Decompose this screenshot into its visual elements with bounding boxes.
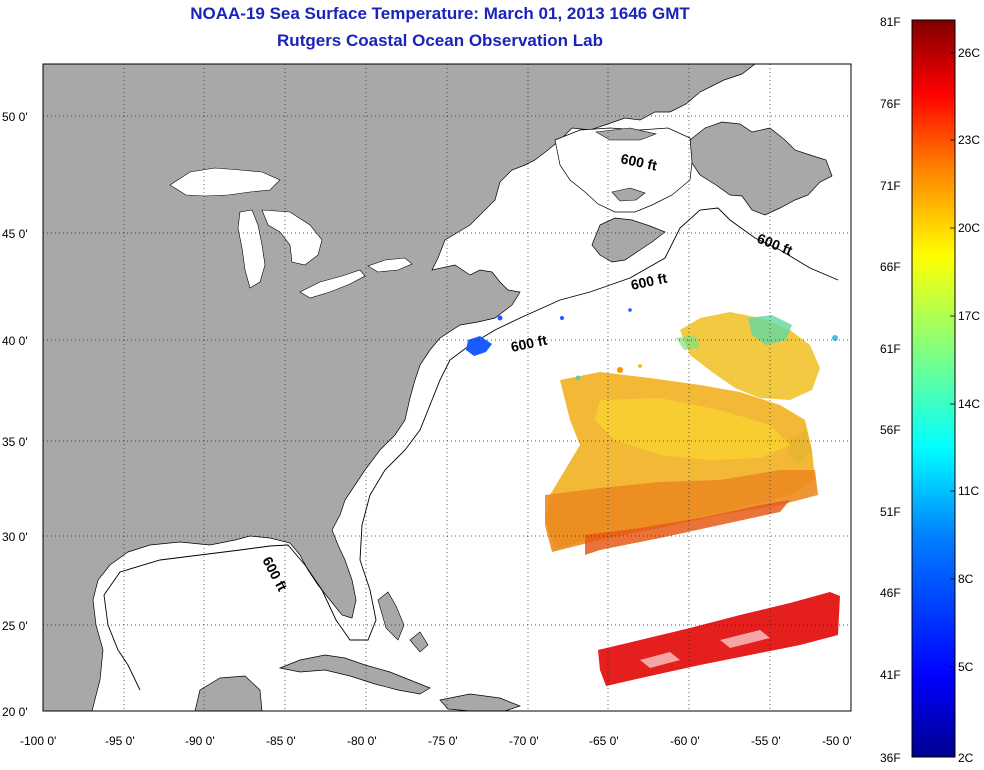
map-subtitle: Rutgers Coastal Ocean Observation Lab (277, 31, 603, 50)
land-hispaniola (439, 693, 522, 711)
lake-erie (299, 269, 366, 299)
lat-tick-label: 25 0' (2, 619, 28, 633)
colorbar: 81F 76F 71F 66F 61F 56F 51F 46F 41F 36F … (880, 15, 980, 765)
land-anticosti (595, 127, 658, 141)
contour-600ft (103, 207, 839, 691)
graticule (43, 64, 851, 711)
colorbar-f-label: 66F (880, 260, 901, 274)
map-title: NOAA-19 Sea Surface Temperature: March 0… (190, 4, 690, 23)
colorbar-f-label: 71F (880, 179, 901, 193)
colorbar-c-label: 23C (958, 133, 980, 147)
colorbar-f-label: 51F (880, 505, 901, 519)
colorbar-c-label: 20C (958, 221, 980, 235)
colorbar-c-label: 17C (958, 309, 980, 323)
colorbar-f-label: 81F (880, 15, 901, 29)
land-nova-scotia (591, 217, 666, 263)
land-newfoundland (689, 121, 833, 216)
lat-tick-label: 45 0' (2, 227, 28, 241)
lake-ontario (367, 257, 413, 273)
land-yucatan (194, 675, 263, 711)
lon-tick-label: -50 0' (822, 734, 852, 748)
lat-axis: 20 0' 25 0' 30 0' 35 0' 40 0' 45 0' 50 0… (2, 110, 28, 719)
lake-michigan (237, 209, 266, 289)
lon-tick-label: -85 0' (266, 734, 296, 748)
lake-superior (169, 167, 281, 197)
colorbar-c-label: 2C (958, 751, 974, 765)
contour-label: 600 ft (629, 270, 668, 293)
lat-tick-label: 30 0' (2, 530, 28, 544)
land-pei (611, 187, 646, 202)
colorbar-f-label: 76F (880, 97, 901, 111)
lon-tick-label: -60 0' (670, 734, 700, 748)
colorbar-c-label: 5C (958, 660, 974, 674)
lon-tick-label: -70 0' (509, 734, 539, 748)
colorbar-c-label: 14C (958, 397, 980, 411)
colorbar-c-label: 11C (958, 484, 979, 498)
land-cuba (278, 654, 431, 695)
lon-tick-label: -95 0' (105, 734, 135, 748)
colorbar-f-label: 41F (880, 668, 901, 682)
lat-tick-label: 50 0' (2, 110, 28, 124)
lon-tick-label: -80 0' (347, 734, 377, 748)
contour-label: 600 ft (619, 150, 658, 173)
lon-tick-label: -55 0' (751, 734, 781, 748)
lat-tick-label: 20 0' (2, 705, 28, 719)
colorbar-f-label: 36F (880, 751, 901, 765)
contour-label: 600 ft (509, 332, 548, 355)
colorbar-c-label: 26C (958, 46, 980, 60)
colorbar-f-label: 46F (880, 586, 901, 600)
lat-tick-label: 35 0' (2, 435, 28, 449)
lon-tick-label: -90 0' (185, 734, 215, 748)
lon-tick-label: -65 0' (589, 734, 619, 748)
map-frame (42, 63, 852, 712)
colorbar-f-label: 61F (880, 342, 901, 356)
lake-huron (261, 209, 323, 266)
sst-data-layer (466, 308, 840, 686)
lat-tick-label: 40 0' (2, 334, 28, 348)
colorbar-c-label: 8C (958, 572, 974, 586)
lon-axis: -100 0' -95 0' -90 0' -85 0' -80 0' -75 … (20, 734, 852, 748)
lon-tick-label: -100 0' (20, 734, 56, 748)
land-north-america (43, 64, 756, 711)
colorbar-f-label: 56F (880, 423, 901, 437)
lon-tick-label: -75 0' (428, 734, 458, 748)
colorbar-gradient (911, 19, 956, 758)
